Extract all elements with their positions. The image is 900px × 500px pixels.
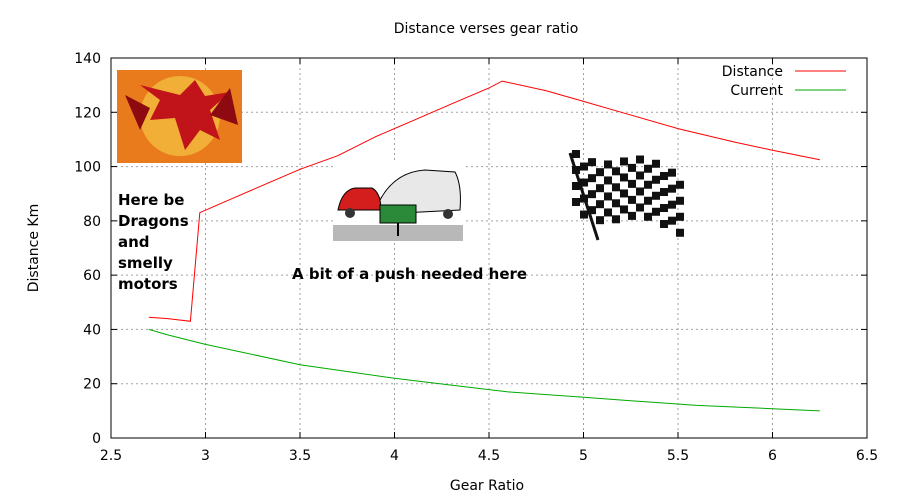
flag-check [620, 157, 628, 166]
flag-check [604, 192, 612, 201]
chart-title: Distance verses gear ratio [394, 21, 579, 37]
flag-check [636, 171, 644, 180]
flag-check [588, 190, 596, 199]
flag-check [644, 196, 652, 205]
flag-check [572, 150, 580, 158]
flag-check [660, 220, 668, 229]
y-axis-label: Distance Km [26, 204, 42, 292]
x-tick-label: 5 [579, 448, 588, 464]
y-tick-label: 40 [83, 322, 101, 338]
flag-check [652, 207, 660, 216]
flag-check [612, 199, 620, 208]
x-tick-label: 6.5 [856, 448, 878, 464]
y-tick-label: 0 [92, 431, 101, 447]
x-tick-label: 4 [390, 448, 399, 464]
flag-check [612, 183, 620, 192]
flag-check [652, 191, 660, 200]
y-tick-label: 20 [83, 377, 101, 393]
flag-check [668, 184, 676, 193]
x-tick-label: 5.5 [667, 448, 689, 464]
flag-check [676, 196, 684, 205]
y-tick-label: 100 [74, 160, 101, 176]
x-tick-label: 6 [768, 448, 777, 464]
flag-check [596, 184, 604, 193]
flag-check [636, 155, 644, 164]
flag-check [628, 195, 636, 204]
flag-check [604, 160, 612, 169]
flag-check [604, 176, 612, 185]
y-tick-label: 80 [83, 214, 101, 230]
x-tick-label: 3.5 [289, 448, 311, 464]
flag-check [676, 212, 684, 221]
series-layer [148, 80, 820, 412]
y-tick-label: 140 [74, 51, 101, 67]
flag-check [660, 172, 668, 181]
legend: Distance Current [722, 64, 846, 99]
flag-check [668, 216, 676, 225]
flag-check [636, 187, 644, 196]
flag-check [612, 215, 620, 224]
x-axis-label: Gear Ratio [450, 478, 524, 494]
flag-check [596, 168, 604, 177]
annotation-dragons: Here be Dragons and smelly motors [118, 191, 189, 293]
series-line-distance [148, 80, 820, 322]
y-tick-label: 60 [83, 268, 101, 284]
flag-check [588, 206, 596, 215]
flag-check [588, 158, 596, 167]
flag-check [660, 188, 668, 197]
flag-check [668, 200, 676, 209]
flag-check [580, 178, 588, 187]
checkered-flag-image [568, 150, 684, 241]
flag-check [620, 173, 628, 182]
flag-check [580, 194, 588, 203]
axes-labels: 2.5 3 3.5 4 4.5 5 5.5 6 6.5 0 20 40 60 80 100 120 140 [74, 51, 878, 464]
x-tick-label: 4.5 [478, 448, 500, 464]
flag-check [580, 162, 588, 171]
flag-check [628, 163, 636, 172]
annotation-push: A bit of a push needed here [292, 265, 528, 283]
x-tick-label: 2.5 [100, 448, 122, 464]
flag-check [596, 216, 604, 225]
flag-check [580, 210, 588, 219]
flag-check [612, 167, 620, 176]
x-tick-label: 3 [201, 448, 210, 464]
flag-check [628, 211, 636, 220]
flag-check [644, 164, 652, 173]
flag-check [652, 159, 660, 168]
flag-check [572, 198, 580, 206]
flag-check [636, 203, 644, 212]
flag-check [644, 212, 652, 221]
flag-check [676, 180, 684, 189]
flag-check [644, 180, 652, 189]
flag-check [620, 205, 628, 214]
car-push-cartoon [333, 160, 463, 241]
legend-label-distance: Distance [722, 64, 783, 80]
dragon-image [117, 70, 242, 163]
flag-check [628, 179, 636, 188]
flag-check [660, 204, 668, 213]
y-tick-label: 120 [74, 105, 101, 121]
flag-check [676, 228, 684, 237]
flag-check [652, 175, 660, 184]
flag-check [620, 189, 628, 198]
flag-check [588, 174, 596, 183]
flag-check [668, 168, 676, 177]
flag-check [572, 182, 580, 190]
series-line-current [148, 328, 820, 412]
flag-check [604, 208, 612, 217]
legend-label-current: Current [730, 83, 783, 99]
flag-check [572, 166, 580, 174]
flag-check [596, 200, 604, 209]
